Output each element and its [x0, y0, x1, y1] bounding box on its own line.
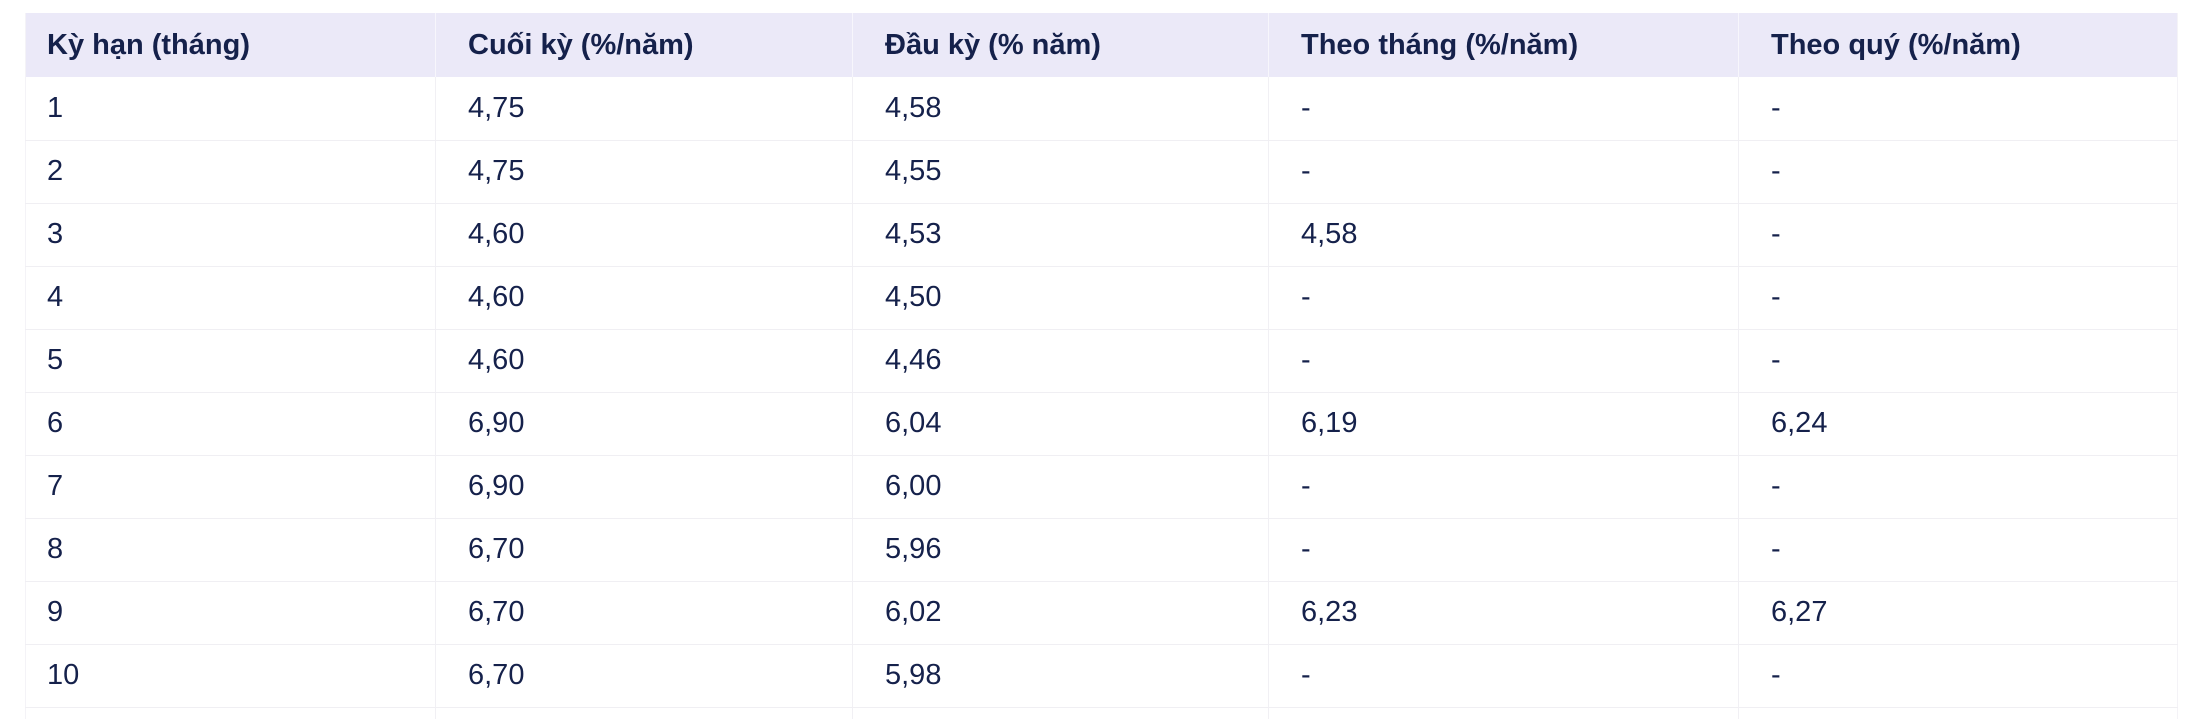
table-cell [1738, 707, 2178, 719]
table-row: 6 6,90 6,04 6,19 6,24 [25, 392, 2178, 456]
table-body-cutoff [25, 707, 2178, 719]
table-cell: - [1268, 455, 1739, 519]
cutoff-row [25, 707, 2178, 719]
column-header-end-of-term: Cuối kỳ (%/năm) [435, 13, 853, 77]
column-header-start-of-term: Đầu kỳ (% năm) [852, 13, 1269, 77]
column-header-quarterly: Theo quý (%/năm) [1738, 13, 2178, 77]
table-cell: 5,96 [852, 518, 1269, 582]
table-cell: 5 [25, 329, 436, 393]
rate-table-container: Kỳ hạn (tháng) Cuối kỳ (%/năm) Đầu kỳ (%… [25, 13, 2178, 719]
table-row: 7 6,90 6,00- - [25, 455, 2178, 519]
table-cell: 6,19 [1268, 392, 1739, 456]
table-cell: 8 [25, 518, 436, 582]
table-cell [1268, 707, 1739, 719]
table-cell: 6,70 [435, 644, 853, 708]
table-cell: - [1738, 329, 2178, 393]
table-cell: - [1738, 77, 2178, 141]
table-cell: - [1268, 140, 1739, 204]
table-row: 5 4,60 4,46- - [25, 329, 2178, 393]
table-cell: - [1738, 518, 2178, 582]
table-cell: - [1268, 644, 1739, 708]
table-cell: - [1738, 203, 2178, 267]
table-cell: - [1268, 329, 1739, 393]
table-cell: 6,70 [435, 518, 853, 582]
table-cell: - [1268, 266, 1739, 330]
table-cell: 6,27 [1738, 581, 2178, 645]
interest-rate-table: Kỳ hạn (tháng) Cuối kỳ (%/năm) Đầu kỳ (%… [25, 13, 2178, 719]
table-cell: 6,23 [1268, 581, 1739, 645]
column-header-monthly: Theo tháng (%/năm) [1268, 13, 1739, 77]
table-cell: 10 [25, 644, 436, 708]
header-row: Kỳ hạn (tháng) Cuối kỳ (%/năm) Đầu kỳ (%… [25, 13, 2178, 77]
table-cell: 3 [25, 203, 436, 267]
table-cell: 1 [25, 77, 436, 141]
table-cell: 4,58 [1268, 203, 1739, 267]
table-cell: 4 [25, 266, 436, 330]
table-cell: - [1738, 644, 2178, 708]
table-cell: 4,53 [852, 203, 1269, 267]
table-cell: 4,50 [852, 266, 1269, 330]
table-cell: 4,60 [435, 266, 853, 330]
table-cell: 4,60 [435, 329, 853, 393]
table-cell: 6,90 [435, 455, 853, 519]
table-cell: 6,00 [852, 455, 1269, 519]
table-cell: 4,58 [852, 77, 1269, 141]
table-cell: 2 [25, 140, 436, 204]
table-cell: 5,98 [852, 644, 1269, 708]
table-cell: 6,70 [435, 581, 853, 645]
table-cell: 6,90 [435, 392, 853, 456]
table-cell: - [1738, 455, 2178, 519]
table-cell: - [1738, 266, 2178, 330]
table-cell: 6,24 [1738, 392, 2178, 456]
table-body: 1 4,75 4,58- -2 4,75 4,55- -3 4,60 4,53 4,58-4 4,6… [25, 77, 2178, 708]
table-cell: - [1738, 140, 2178, 204]
table-cell: 4,46 [852, 329, 1269, 393]
table-header: Kỳ hạn (tháng) Cuối kỳ (%/năm) Đầu kỳ (%… [25, 13, 2178, 77]
table-row: 2 4,75 4,55- - [25, 140, 2178, 204]
table-cell: 4,60 [435, 203, 853, 267]
table-cell: 4,55 [852, 140, 1269, 204]
table-row: 3 4,60 4,53 4,58- [25, 203, 2178, 267]
table-cell [25, 707, 436, 719]
table-row: 10 6,70 5,98- - [25, 644, 2178, 708]
table-cell [852, 707, 1269, 719]
table-row: 9 6,70 6,02 6,23 6,27 [25, 581, 2178, 645]
table-cell: - [1268, 77, 1739, 141]
table-cell: 9 [25, 581, 436, 645]
table-cell: 6 [25, 392, 436, 456]
table-row: 8 6,70 5,96- - [25, 518, 2178, 582]
table-cell: 7 [25, 455, 436, 519]
table-cell: 6,04 [852, 392, 1269, 456]
table-cell: 4,75 [435, 140, 853, 204]
table-cell: 6,02 [852, 581, 1269, 645]
table-cell: 4,75 [435, 77, 853, 141]
table-row: 4 4,60 4,50- - [25, 266, 2178, 330]
table-cell [435, 707, 853, 719]
table-cell: - [1268, 518, 1739, 582]
column-header-term-months: Kỳ hạn (tháng) [25, 13, 436, 77]
table-row: 1 4,75 4,58- - [25, 77, 2178, 141]
